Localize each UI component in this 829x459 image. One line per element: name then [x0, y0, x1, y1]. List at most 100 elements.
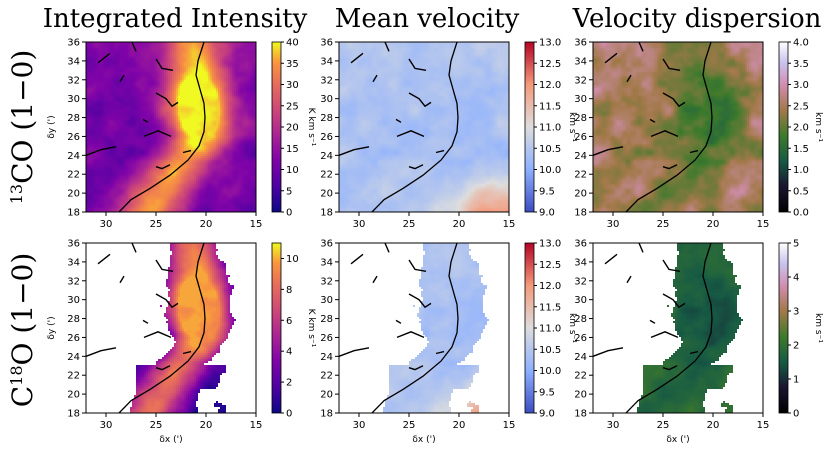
axes-frame: [338, 242, 510, 414]
y-tick-label: 34: [320, 257, 333, 268]
axes-frame: [85, 242, 257, 414]
colorbar-tick-label: 0.5: [793, 186, 809, 197]
y-tick-label: 24: [67, 151, 80, 162]
filament-skeleton: [350, 253, 364, 265]
colorbar-tick-label: 1.0: [793, 165, 809, 176]
y-tick-label: 34: [67, 257, 80, 268]
filament-skeleton: [625, 242, 713, 414]
filament-skeleton: [155, 92, 179, 108]
y-tick-label: 24: [574, 352, 587, 363]
heatmap-image: [593, 243, 763, 413]
y-tick-label: 32: [574, 75, 587, 86]
x-tick-label: 15: [250, 420, 263, 431]
colorbar: 0 5 10 15 20 25 30 35 40 K km s⁻¹: [271, 38, 316, 219]
filament-skeleton: [85, 146, 117, 156]
filament-skeleton: [155, 164, 171, 170]
filament-skeleton: [119, 275, 125, 284]
filament-skeleton: [662, 259, 681, 272]
y-tick-label: 20: [67, 390, 80, 401]
y-tick-label: 26: [320, 132, 333, 143]
y-tick-label: 30: [320, 295, 333, 306]
filament-skeleton: [650, 130, 679, 138]
colorbar-tick-label: 8: [286, 285, 292, 296]
colorbar-tick-label: 10: [286, 254, 299, 265]
x-tick-label: 20: [707, 219, 720, 230]
x-tick-label: 25: [150, 420, 163, 431]
y-tick-label: 30: [320, 94, 333, 105]
filament-skeleton: [131, 242, 137, 253]
y-tick-label: 32: [67, 75, 80, 86]
x-tick-label: 25: [657, 219, 670, 230]
colorbar-tick-label: 0: [793, 409, 799, 420]
y-tick-label: 34: [574, 257, 587, 268]
y-tick-label: 22: [320, 371, 333, 382]
filament-skeleton: [155, 365, 171, 371]
y-axis-label: δy ('): [47, 115, 57, 138]
filament-skeleton: [118, 41, 206, 213]
colorbar-gradient: [271, 41, 282, 213]
colorbar: 9.0 9.5 10.0 10.5 11.0 11.5 12.0 12.5 13.0 km s⁻¹: [524, 239, 577, 420]
filament-skeleton: [155, 293, 179, 309]
colorbar-tick-label: 11.0: [539, 324, 561, 335]
x-tick-label: 15: [503, 420, 516, 431]
heatmap-image: [339, 42, 509, 212]
colorbar-tick-label: 20: [286, 123, 299, 134]
colorbar-tick-label: 15: [286, 144, 299, 155]
colorbar-tick-label: 2: [286, 378, 292, 389]
heatmap-image: [339, 243, 509, 413]
column-title-velocity-dispersion: Velocity dispersion: [572, 4, 822, 34]
colorbar-gradient: [778, 242, 789, 414]
x-axis-label: δx ('): [412, 435, 435, 445]
y-tick-label: 36: [574, 38, 587, 49]
colorbar-tick-label: 30: [286, 80, 299, 91]
y-axis-label: δy ('): [47, 316, 57, 339]
colorbar-tick-label: 4.0: [793, 38, 809, 49]
y-tick-label: 24: [320, 151, 333, 162]
y-tick-label: 20: [574, 189, 587, 200]
x-tick-label: 20: [200, 219, 213, 230]
y-tick-label: 28: [320, 113, 333, 124]
filament-skeleton: [372, 74, 378, 83]
colorbar-label: K km s⁻¹: [306, 108, 316, 147]
colorbar-label: km s⁻¹: [567, 112, 577, 142]
filament-skeleton: [396, 130, 425, 138]
panel-2-2: 30 25 20 15 18 20 22 24 26 28 30 32 34 36 δx (') 9.0 9.5…: [320, 239, 577, 446]
axes-frame: [85, 41, 257, 213]
filament-skeleton: [408, 293, 432, 309]
filament-skeleton: [408, 164, 424, 170]
y-tick-label: 20: [320, 390, 333, 401]
filament-skeleton: [396, 331, 425, 339]
x-tick-label: 15: [503, 219, 516, 230]
colorbar-tick-label: 2: [793, 341, 799, 352]
colorbar-tick-label: 0: [286, 409, 292, 420]
filament-skeleton: [338, 146, 370, 156]
colorbar-gradient: [271, 242, 282, 414]
y-tick-label: 32: [320, 75, 333, 86]
y-tick-label: 20: [320, 189, 333, 200]
y-tick-label: 32: [67, 276, 80, 287]
heatmap-image: [86, 243, 256, 413]
colorbar-tick-label: 12.0: [539, 281, 561, 292]
colorbar-tick-label: 11.0: [539, 123, 561, 134]
colorbar-label: km s⁻¹: [813, 112, 823, 142]
row-label-13co: 13CO (1−0): [6, 50, 39, 205]
column-title-mean-velocity: Mean velocity: [335, 4, 520, 34]
filament-skeleton: [384, 242, 390, 253]
colorbar-tick-label: 5: [793, 239, 799, 250]
filament-skeleton: [131, 41, 137, 52]
filament-skeleton: [142, 319, 149, 324]
filament-skeleton: [384, 41, 390, 52]
y-tick-label: 22: [320, 170, 333, 181]
filament-skeleton: [662, 92, 686, 108]
y-tick-label: 34: [320, 56, 333, 67]
colorbar-tick-label: 9.5: [539, 387, 555, 398]
x-tick-label: 30: [353, 219, 366, 230]
colorbar-tick-label: 11.5: [539, 302, 561, 313]
panel-1-2: 30 25 20 15 18 20 22 24 26 28 30 32 34 36 9.0 9.5 10.0 10…: [320, 38, 577, 231]
colorbar-tick-label: 13.0: [539, 38, 561, 49]
filament-skeleton: [408, 259, 427, 272]
y-tick-label: 18: [320, 208, 333, 219]
y-tick-label: 28: [574, 314, 587, 325]
